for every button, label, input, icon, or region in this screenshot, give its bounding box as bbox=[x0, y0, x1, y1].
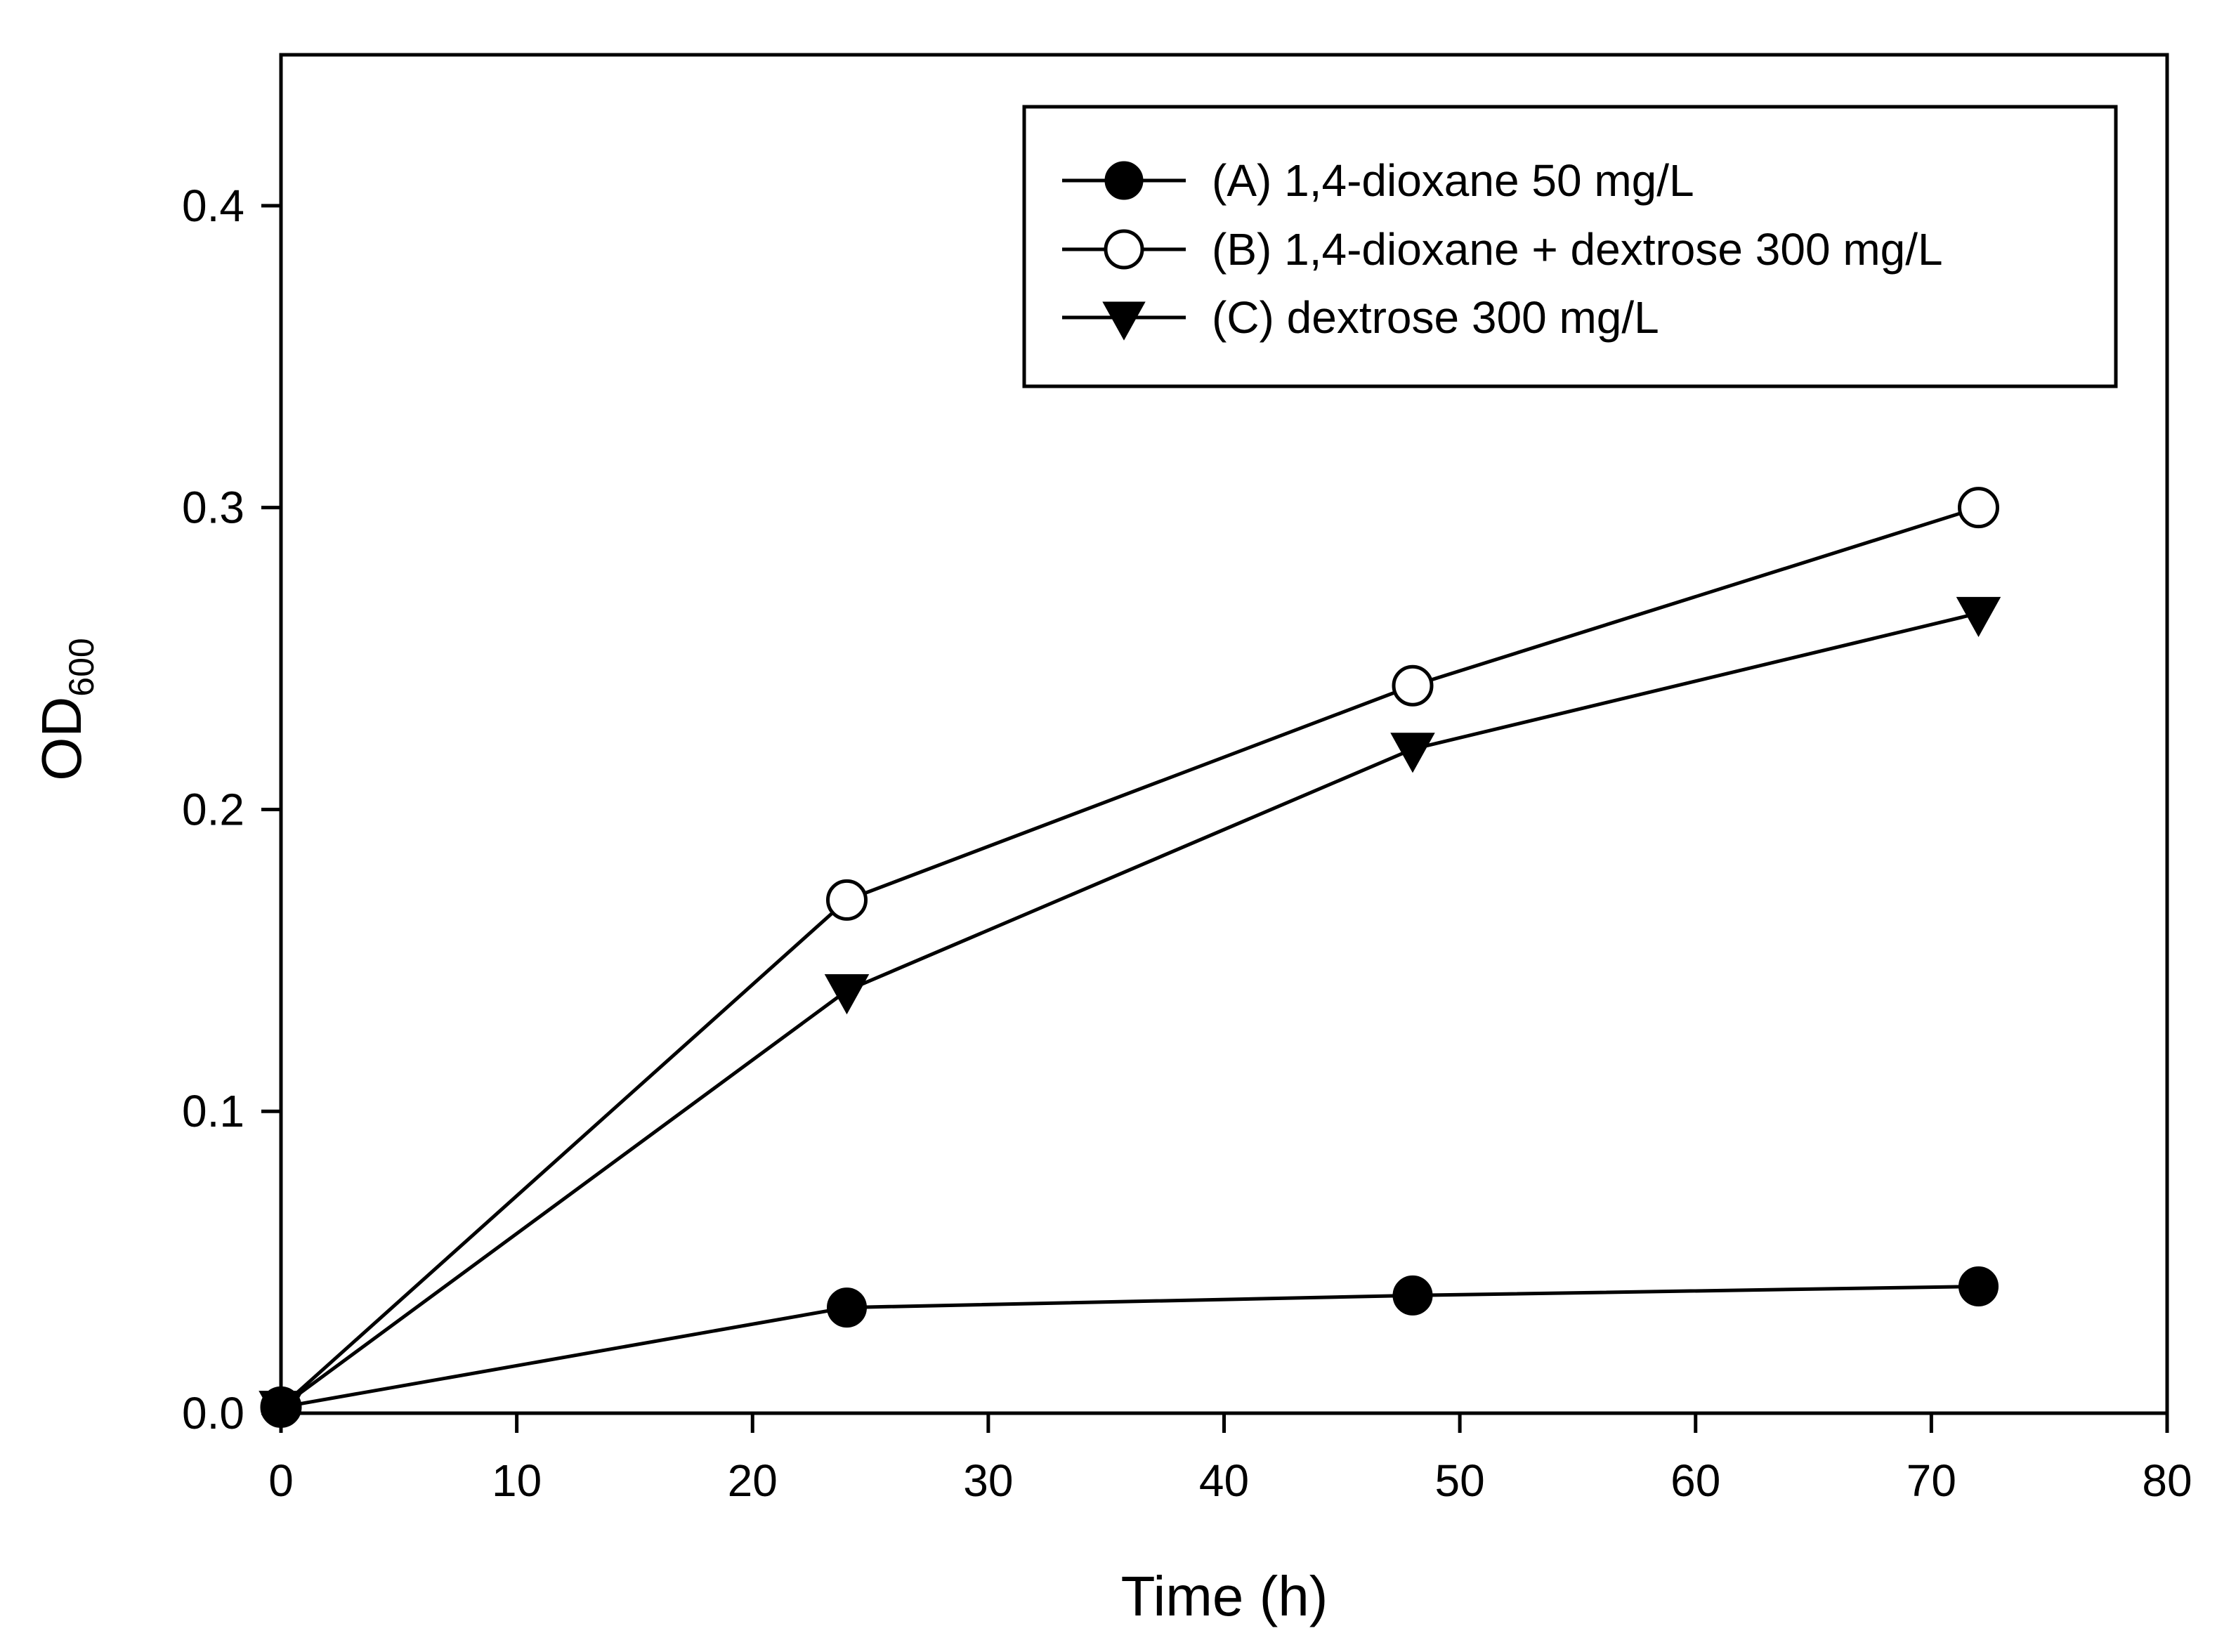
data-point-b bbox=[1958, 487, 1999, 529]
x-axis-title: Time (h) bbox=[1121, 1565, 1328, 1627]
data-point-a bbox=[261, 1386, 301, 1427]
x-tick-label: 60 bbox=[1670, 1455, 1720, 1506]
legend-label-c: (C) dextrose 300 mg/L bbox=[1212, 292, 1659, 343]
data-point-c bbox=[1956, 596, 2001, 637]
y-axis-title-main: OD bbox=[30, 697, 93, 781]
x-tick-label: 0 bbox=[268, 1455, 294, 1506]
x-tick-label: 80 bbox=[2142, 1455, 2192, 1506]
data-point-a bbox=[1958, 1266, 1999, 1306]
legend-label-a: (A) 1,4-dioxane 50 mg/L bbox=[1212, 155, 1694, 206]
legend-marker-c bbox=[1102, 301, 1146, 341]
x-tick-label: 30 bbox=[963, 1455, 1013, 1506]
series-line-a bbox=[280, 1284, 1979, 1409]
legend: (A) 1,4-dioxane 50 mg/L (B) 1,4-dioxane +… bbox=[1022, 105, 2118, 388]
data-point-a bbox=[1392, 1275, 1433, 1316]
x-tick-label: 40 bbox=[1199, 1455, 1249, 1506]
legend-marker-b bbox=[1104, 229, 1144, 270]
y-tick-label: 0.4 bbox=[182, 181, 244, 231]
x-tick-label: 50 bbox=[1435, 1455, 1485, 1506]
y-tick-label: 0.0 bbox=[182, 1388, 244, 1438]
x-tick-label: 20 bbox=[728, 1455, 778, 1506]
data-point-b bbox=[1392, 664, 1434, 707]
y-axis-title-subscript: 600 bbox=[62, 638, 101, 696]
data-point-c bbox=[824, 974, 870, 1015]
y-tick-label: 0.2 bbox=[182, 784, 244, 834]
data-point-a bbox=[827, 1287, 867, 1328]
data-point-b bbox=[826, 879, 868, 921]
legend-box bbox=[1022, 105, 2118, 388]
series-line-c bbox=[280, 611, 1980, 1409]
x-tick-label: 10 bbox=[492, 1455, 542, 1506]
legend-label-b: (B) 1,4-dioxane + dextrose 300 mg/L bbox=[1212, 224, 1943, 275]
data-point-c bbox=[1390, 733, 1435, 773]
y-axis-title: OD600 bbox=[30, 638, 101, 780]
axes-layer: 0 10 20 30 40 50 60 70 80 0.0 0.1 0.2 0.3 0.4 bbox=[182, 53, 2192, 1506]
y-tick-label: 0.3 bbox=[182, 483, 244, 533]
legend-marker-a bbox=[1104, 161, 1144, 200]
series-line-b bbox=[280, 506, 1980, 1409]
x-tick-label: 70 bbox=[1907, 1455, 1956, 1506]
y-tick-label: 0.1 bbox=[182, 1086, 244, 1136]
series-layer bbox=[259, 487, 2001, 1431]
